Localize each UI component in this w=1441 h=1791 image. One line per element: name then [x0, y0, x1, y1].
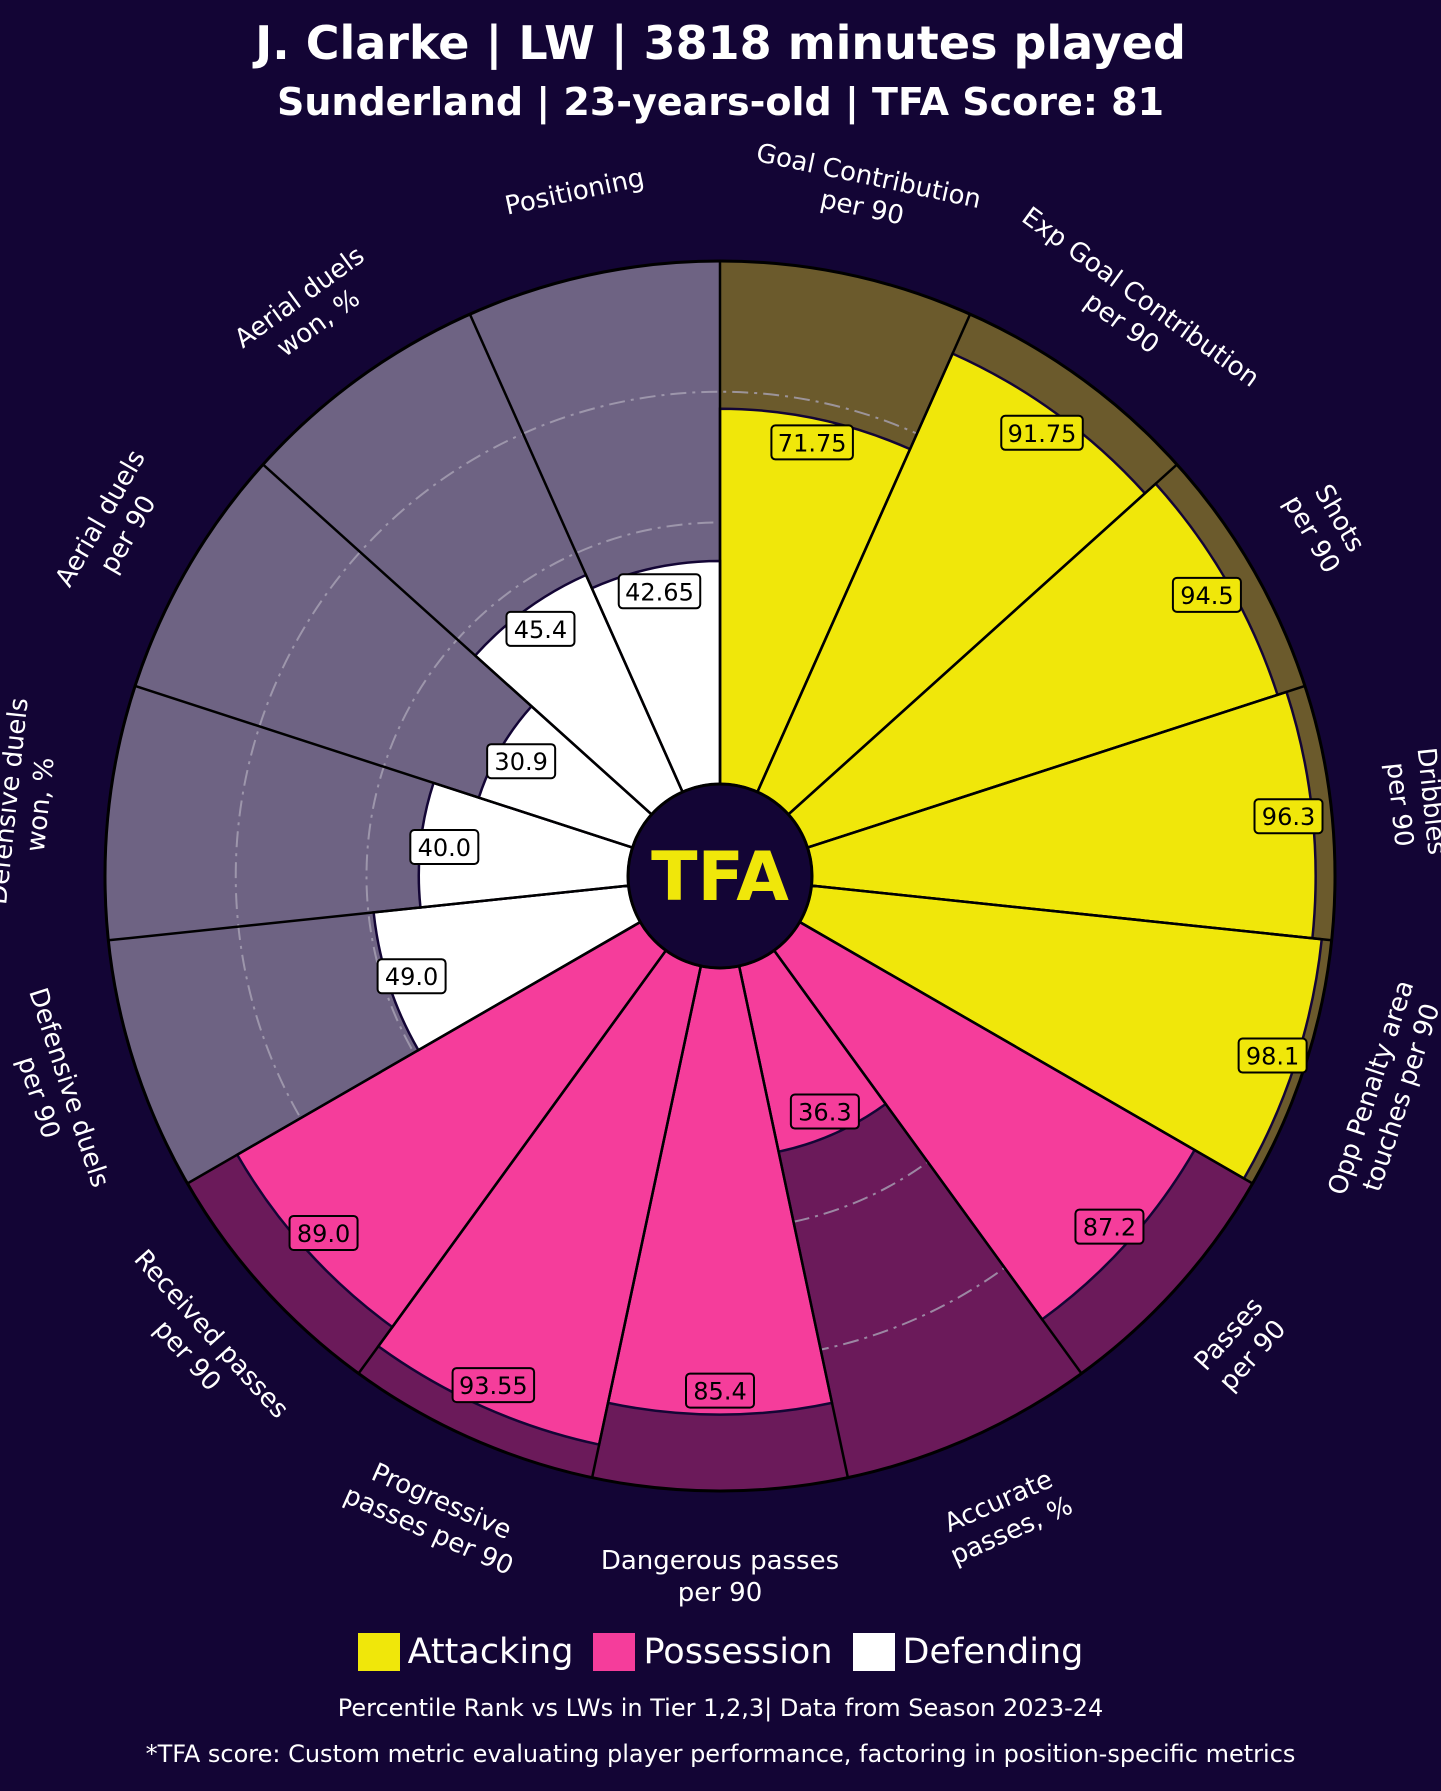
- metric-label-3: Dribblesper 90: [1379, 746, 1441, 860]
- value-label-text-4: 98.1: [1246, 1043, 1299, 1071]
- value-label-7: 85.4: [685, 1372, 755, 1409]
- slice-divider-2: [787, 463, 1178, 816]
- value-label-box-7: [685, 1372, 755, 1409]
- value-label-text-5: 87.2: [1083, 1214, 1136, 1242]
- value-label-3: 96.3: [1253, 798, 1324, 835]
- value-label-text-2: 94.5: [1180, 582, 1233, 610]
- value-label-box-1: [1000, 414, 1084, 451]
- value-label-text-0: 71.75: [778, 429, 847, 457]
- metric-label-line-7-0: Dangerous passes: [601, 1546, 839, 1576]
- legend-label-attacking: Attacking: [407, 1632, 574, 1672]
- slice-divider-6: [773, 949, 1083, 1375]
- value-label-10: 49.0: [376, 958, 447, 995]
- center-circle: [626, 782, 814, 970]
- slice-divider-12: [134, 684, 633, 849]
- metric-label-2: Shotsper 90: [1277, 474, 1373, 578]
- footer-tfa-note: *TFA score: Custom metric evaluating pla…: [145, 1740, 1296, 1768]
- metric-label-8: Progressivepasses per 90: [339, 1451, 530, 1582]
- value-label-13: 45.4: [505, 610, 576, 647]
- metric-label-11: Defensive duelswon, %: [0, 696, 67, 909]
- slice-divider-8: [590, 965, 703, 1478]
- value-label-box-11: [409, 829, 480, 866]
- legend-swatch-defending: [852, 1633, 895, 1671]
- slice-divider-7: [737, 965, 850, 1478]
- slice-divider-1: [756, 313, 972, 793]
- value-label-box-8: [451, 1367, 536, 1404]
- metric-label-line-3-1: per 90: [1380, 761, 1419, 848]
- legend-item-attacking: Attacking: [357, 1632, 574, 1672]
- value-label-text-14: 42.65: [625, 578, 694, 606]
- value-label-text-12: 30.9: [494, 748, 547, 776]
- chart-title: J. Clarke | LW | 3818 minutes played: [255, 16, 1186, 70]
- value-label-6: 36.3: [789, 1093, 860, 1130]
- metric-label-line-14-0: Positioning: [502, 163, 647, 222]
- value-label-box-13: [505, 610, 576, 647]
- legend-label-possession: Possession: [643, 1632, 833, 1672]
- metric-label-12: Aerial duelsper 90: [50, 445, 180, 608]
- footer-percentile-note: Percentile Rank vs LWs in Tier 1,2,3| Da…: [337, 1694, 1104, 1722]
- value-label-text-7: 85.4: [693, 1378, 746, 1406]
- slice-divider-10: [186, 920, 641, 1185]
- metric-label-7: Dangerous passes per 90: [601, 1546, 839, 1608]
- metric-label-line-7-1: per 90: [678, 1578, 763, 1608]
- value-label-text-10: 49.0: [385, 963, 438, 991]
- value-label-9: 89.0: [288, 1214, 359, 1251]
- value-label-1: 91.75: [1000, 414, 1084, 451]
- value-label-5: 87.2: [1074, 1208, 1145, 1245]
- slice-divider-14: [468, 313, 684, 793]
- chart-subtitle: Sunderland | 23-years-old | TFA Score: 8…: [276, 80, 1165, 124]
- legend-item-possession: Possession: [593, 1632, 833, 1672]
- legend: Attacking Possession Defending: [0, 1632, 1441, 1672]
- slice-divider-13: [262, 463, 653, 816]
- slice-divider-5: [799, 920, 1254, 1185]
- value-label-box-6: [789, 1093, 860, 1130]
- value-label-8: 93.55: [451, 1367, 536, 1404]
- slice-divider-3: [807, 684, 1306, 849]
- value-label-text-11: 40.0: [418, 834, 471, 862]
- value-label-4: 98.1: [1237, 1037, 1308, 1074]
- value-label-box-10: [376, 958, 447, 995]
- value-label-box-5: [1074, 1208, 1145, 1245]
- value-label-box-9: [288, 1214, 359, 1251]
- value-label-14: 42.65: [617, 573, 702, 610]
- legend-label-defending: Defending: [902, 1632, 1084, 1672]
- value-label-box-4: [1237, 1037, 1308, 1074]
- outer-border: [103, 259, 1337, 1493]
- legend-item-defending: Defending: [852, 1632, 1084, 1672]
- metric-label-6: Accuratepasses, %: [933, 1462, 1077, 1572]
- legend-swatch-possession: [593, 1633, 636, 1671]
- pizza-chart: TFA 71.75 91.75 94.5 96.3 98.1 87.2 36.3 85.4 93.…: [0, 138, 1441, 1608]
- value-label-2: 94.5: [1171, 576, 1242, 613]
- slice-divider-4: [811, 884, 1332, 942]
- value-label-text-8: 93.55: [459, 1372, 528, 1400]
- metric-label-14: Positioning: [502, 163, 647, 222]
- value-label-text-13: 45.4: [514, 616, 567, 644]
- slice-divider-9: [357, 949, 667, 1375]
- value-label-11: 40.0: [409, 829, 480, 866]
- value-label-box-0: [770, 424, 854, 461]
- metric-label-4: Opp Penalty areatouches per 90: [1323, 977, 1441, 1209]
- value-label-text-1: 91.75: [1008, 420, 1077, 448]
- metric-label-5: Passesper 90: [1189, 1292, 1293, 1398]
- slice-divider-11: [108, 884, 629, 942]
- value-label-text-6: 36.3: [798, 1099, 851, 1127]
- value-label-0: 71.75: [770, 424, 854, 461]
- tfa-logo: TFA: [651, 838, 789, 917]
- value-label-box-12: [486, 743, 557, 780]
- metric-label-13: Aerial duelswon, %: [229, 241, 389, 381]
- legend-swatch-attacking: [357, 1633, 400, 1671]
- value-label-box-14: [617, 573, 702, 610]
- metric-label-0: Goal Contributionper 90: [747, 138, 984, 246]
- value-label-text-3: 96.3: [1262, 803, 1315, 831]
- value-label-12: 30.9: [486, 743, 557, 780]
- value-label-box-3: [1253, 798, 1324, 835]
- metric-label-10: Defensive duelsper 90: [0, 984, 115, 1201]
- value-label-text-9: 89.0: [297, 1220, 350, 1248]
- value-label-box-2: [1171, 576, 1242, 613]
